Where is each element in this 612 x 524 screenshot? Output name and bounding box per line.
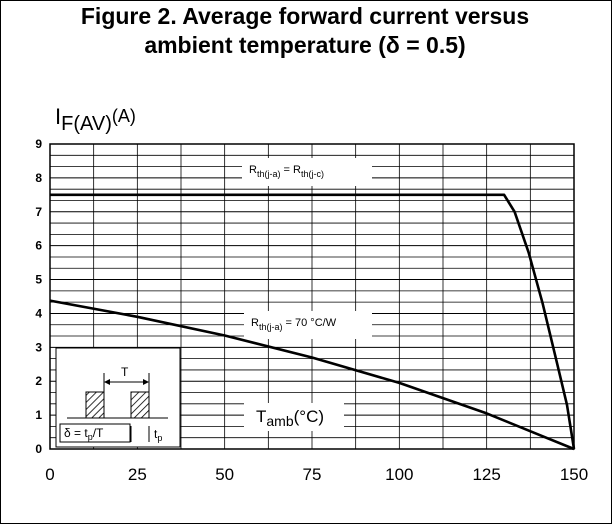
chart-title: Figure 2. Average forward current versus… — [0, 2, 610, 60]
x-axis-label-box — [244, 403, 344, 431]
series-line-2 — [49, 299, 575, 451]
series-2-label: Rth(j-a) = 70 °C/W — [251, 317, 337, 332]
inset-pulse-2 — [130, 391, 150, 419]
y-tick-label: 3 — [35, 340, 42, 354]
inset-pulse-label: tp — [154, 427, 162, 443]
x-tick-label: 25 — [128, 465, 147, 484]
series-2-label-box — [244, 311, 372, 339]
x-tick-label: 125 — [472, 465, 500, 484]
duty-cycle-inset: T δ = tp/T tp — [55, 347, 181, 448]
y-tick-label: 0 — [35, 442, 42, 456]
x-tick-label: 75 — [303, 465, 322, 484]
y-tick-label: 4 — [35, 306, 42, 320]
x-tick-label: 0 — [45, 465, 54, 484]
inset-pulse-1 — [85, 391, 105, 419]
y-tick-label: 2 — [35, 374, 42, 388]
x-tick-label: 150 — [560, 465, 588, 484]
plot-frame — [49, 143, 575, 450]
y-tick-label: 5 — [35, 273, 42, 287]
x-axis-label: Tamb(°C) — [256, 407, 324, 429]
curves — [49, 193, 576, 451]
chart-title-line-1: Figure 2. Average forward current versus — [80, 3, 530, 29]
y-tick-label: 9 — [35, 137, 42, 151]
inset-arrow-left — [104, 379, 110, 385]
y-tick-labels: 0 1 2 3 4 5 6 7 8 9 — [35, 137, 42, 456]
series-line-1 — [50, 193, 576, 450]
y-tick-label: 6 — [35, 239, 42, 253]
x-tick-label: 100 — [385, 465, 413, 484]
series-1-label-box — [242, 158, 372, 186]
chart-title-line-2: ambient temperature (δ = 0.5) — [144, 32, 466, 58]
inset-duty-box — [59, 423, 131, 443]
inset-duty-label: δ = tp/T — [64, 426, 104, 442]
y-tick-label: 1 — [35, 408, 42, 422]
x-tick-labels: 0 25 50 75 100 125 150 — [45, 465, 588, 484]
y-tick-label: 7 — [35, 205, 42, 219]
inset-period-label: T — [121, 365, 129, 379]
series-1-label: Rth(j-a) = Rth(j-c) — [249, 164, 324, 179]
inset-arrow-right — [143, 379, 149, 385]
y-axis-label: IF(AV)(A) — [55, 104, 136, 135]
x-tick-label: 50 — [215, 465, 234, 484]
y-tick-label: 8 — [35, 171, 42, 185]
